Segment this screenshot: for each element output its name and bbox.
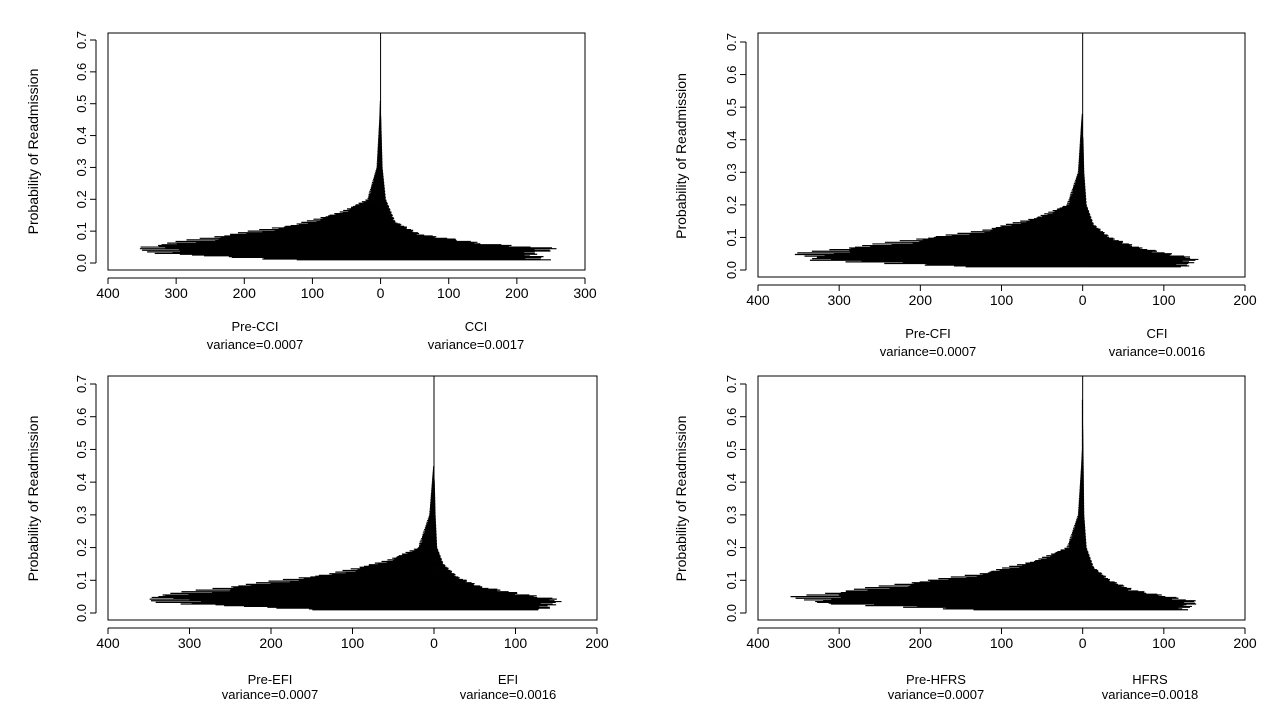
plot-frame — [757, 32, 1246, 278]
bars-group — [149, 466, 562, 611]
x-tick-label: 200 — [505, 285, 529, 301]
left-variance-label: variance=0.0007 — [222, 687, 319, 702]
y-tick-label: 0.6 — [74, 63, 89, 81]
chart-panel-3: 0.0 0.1 0.2 0.3 0.4 0.5 0.6 0.7 Probability of R… — [25, 375, 609, 702]
x-tick-label: 100 — [1152, 635, 1176, 651]
x-tick-label: 0 — [1079, 635, 1087, 651]
x-tick-label: 200 — [1233, 635, 1257, 651]
left-variance-label: variance=0.0007 — [207, 337, 304, 352]
y-axis-label: Probability of Readmission — [673, 416, 689, 582]
x-tick-label: 100 — [437, 285, 461, 301]
x-tick-label: 100 — [1152, 292, 1176, 308]
x-tick-label: 100 — [341, 635, 365, 651]
right-variance-label: variance=0.0017 — [428, 337, 525, 352]
y-tick-label: 0.1 — [74, 222, 89, 240]
bars-group — [139, 100, 557, 261]
y-tick-label: 0.0 — [724, 604, 739, 622]
chart-panel-1: 0.0 0.1 0.2 0.3 0.4 0.5 0.6 0.7 Probability of R… — [25, 31, 597, 352]
y-tick-label: 0.1 — [724, 571, 739, 589]
right-variance-label: variance=0.0016 — [460, 687, 557, 702]
y-tick-label: 0.6 — [724, 408, 739, 426]
y-tick-label: 0.1 — [74, 571, 89, 589]
right-group-label: CFI — [1147, 326, 1168, 341]
x-tick-label: 0 — [377, 285, 385, 301]
x-tick-label: 100 — [504, 635, 528, 651]
y-tick-label: 0.4 — [74, 127, 89, 145]
x-tick-label: 400 — [96, 635, 120, 651]
left-variance-label: variance=0.0007 — [880, 344, 977, 359]
bars-group — [794, 113, 1199, 268]
y-axis-label: Probability of Readmission — [673, 73, 689, 239]
x-tick-label: 400 — [746, 292, 770, 308]
y-tick-label: 0.4 — [74, 473, 89, 491]
y-axis-label: Probability of Readmission — [25, 416, 41, 582]
y-tick-label: 0.1 — [724, 228, 739, 246]
x-tick-label: 300 — [573, 285, 597, 301]
y-tick-label: 0.0 — [74, 604, 89, 622]
bars-group — [790, 399, 1197, 611]
chart-panel-4: 0.0 0.1 0.2 0.3 0.4 0.5 0.6 0.7 Probability of R… — [673, 375, 1257, 702]
y-tick-label: 0.7 — [724, 375, 739, 393]
left-group-label: Pre-CCI — [232, 319, 279, 334]
plot-frame — [107, 32, 586, 271]
left-group-label: Pre-CFI — [905, 326, 951, 341]
x-tick-label: 200 — [259, 635, 283, 651]
y-tick-label: 0.4 — [724, 131, 739, 149]
x-tick-label: 100 — [990, 292, 1014, 308]
x-tick-label: 200 — [233, 285, 257, 301]
y-tick-label: 0.0 — [74, 254, 89, 272]
y-tick-label: 0.5 — [74, 95, 89, 113]
right-variance-label: variance=0.0018 — [1102, 687, 1199, 702]
y-tick-label: 0.2 — [724, 196, 739, 214]
x-tick-label: 100 — [990, 635, 1014, 651]
y-tick-label: 0.5 — [724, 98, 739, 116]
x-tick-label: 200 — [909, 292, 933, 308]
y-tick-label: 0.2 — [724, 539, 739, 557]
right-group-label: HFRS — [1132, 672, 1168, 687]
x-tick-label: 0 — [430, 635, 438, 651]
x-tick-label: 200 — [585, 635, 609, 651]
y-tick-label: 0.2 — [74, 539, 89, 557]
x-tick-label: 200 — [909, 635, 933, 651]
y-tick-label: 0.5 — [74, 440, 89, 458]
y-tick-label: 0.4 — [724, 473, 739, 491]
plot-frame — [107, 375, 598, 621]
y-tick-label: 0.6 — [74, 408, 89, 426]
right-group-label: EFI — [498, 672, 518, 687]
x-tick-label: 0 — [1079, 292, 1087, 308]
chart-panel-2: 0.0 0.1 0.2 0.3 0.4 0.5 0.6 0.7 Probability of R… — [673, 32, 1257, 359]
x-tick-label: 400 — [96, 285, 120, 301]
right-variance-label: variance=0.0016 — [1109, 344, 1206, 359]
x-tick-label: 300 — [827, 635, 851, 651]
left-variance-label: variance=0.0007 — [888, 687, 985, 702]
y-tick-label: 0.3 — [74, 158, 89, 176]
right-group-label: CCI — [465, 319, 487, 334]
y-tick-label: 0.7 — [74, 31, 89, 49]
y-tick-label: 0.6 — [724, 66, 739, 84]
y-tick-label: 0.2 — [74, 190, 89, 208]
y-axis-label: Probability of Readmission — [25, 69, 41, 235]
x-tick-label: 200 — [1233, 292, 1257, 308]
y-tick-label: 0.0 — [724, 261, 739, 279]
y-tick-label: 0.7 — [74, 375, 89, 393]
plot-frame — [757, 375, 1246, 621]
y-tick-label: 0.7 — [724, 33, 739, 51]
y-tick-label: 0.3 — [74, 506, 89, 524]
y-tick-label: 0.3 — [724, 506, 739, 524]
x-tick-label: 100 — [301, 285, 325, 301]
x-tick-label: 300 — [827, 292, 851, 308]
x-tick-label: 400 — [746, 635, 770, 651]
left-group-label: Pre-HFRS — [906, 672, 966, 687]
y-tick-label: 0.5 — [724, 440, 739, 458]
y-tick-label: 0.3 — [724, 163, 739, 181]
x-tick-label: 300 — [178, 635, 202, 651]
x-tick-label: 300 — [164, 285, 188, 301]
left-group-label: Pre-EFI — [248, 672, 293, 687]
